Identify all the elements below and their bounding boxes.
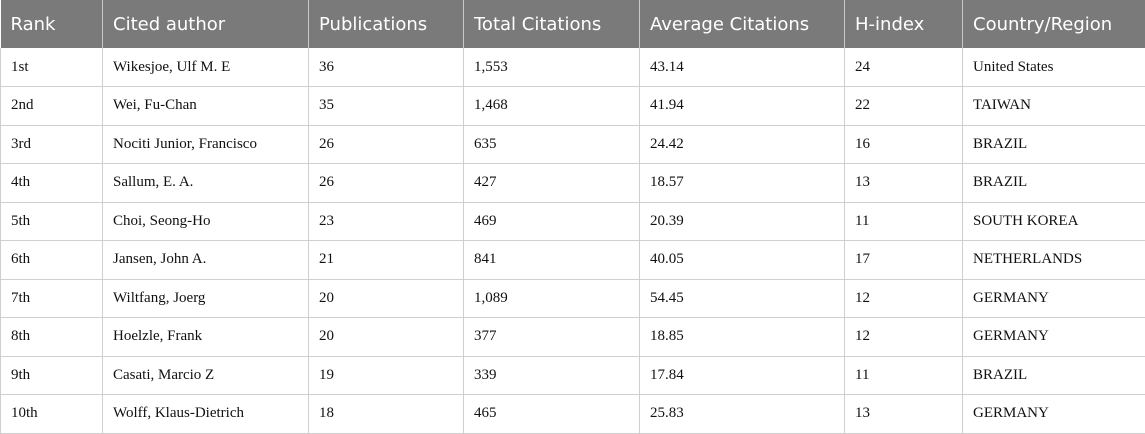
cell-cited-author: Sallum, E. A.	[103, 164, 309, 203]
header-row: Rank Cited author Publications Total Cit…	[1, 0, 1145, 48]
cell-rank: 1st	[1, 48, 103, 87]
cell-average-citations: 24.42	[640, 125, 845, 164]
cell-publications: 19	[309, 356, 464, 395]
cell-h-index: 13	[845, 395, 963, 434]
column-header-country-region: Country/Region	[963, 0, 1145, 48]
column-header-rank: Rank	[1, 0, 103, 48]
cell-total-citations: 1,089	[464, 279, 640, 318]
cell-publications: 26	[309, 125, 464, 164]
cell-country-region: BRAZIL	[963, 356, 1145, 395]
cell-cited-author: Wiltfang, Joerg	[103, 279, 309, 318]
cell-total-citations: 635	[464, 125, 640, 164]
cell-cited-author: Jansen, John A.	[103, 241, 309, 280]
cell-cited-author: Choi, Seong-Ho	[103, 202, 309, 241]
cell-total-citations: 469	[464, 202, 640, 241]
cell-total-citations: 377	[464, 318, 640, 357]
cell-average-citations: 41.94	[640, 87, 845, 126]
cell-h-index: 17	[845, 241, 963, 280]
cell-country-region: TAIWAN	[963, 87, 1145, 126]
cell-h-index: 12	[845, 318, 963, 357]
column-header-h-index: H-index	[845, 0, 963, 48]
column-header-total-citations: Total Citations	[464, 0, 640, 48]
cell-cited-author: Wei, Fu-Chan	[103, 87, 309, 126]
cell-total-citations: 339	[464, 356, 640, 395]
cell-h-index: 12	[845, 279, 963, 318]
cell-publications: 26	[309, 164, 464, 203]
cell-total-citations: 427	[464, 164, 640, 203]
cell-country-region: BRAZIL	[963, 125, 1145, 164]
cell-h-index: 22	[845, 87, 963, 126]
cell-average-citations: 18.57	[640, 164, 845, 203]
cell-average-citations: 40.05	[640, 241, 845, 280]
column-header-cited-author: Cited author	[103, 0, 309, 48]
cell-average-citations: 25.83	[640, 395, 845, 434]
cell-publications: 23	[309, 202, 464, 241]
column-header-average-citations: Average Citations	[640, 0, 845, 48]
cell-h-index: 11	[845, 202, 963, 241]
cell-country-region: GERMANY	[963, 279, 1145, 318]
table-header: Rank Cited author Publications Total Cit…	[1, 0, 1145, 48]
cell-h-index: 24	[845, 48, 963, 87]
cell-publications: 20	[309, 318, 464, 357]
cell-cited-author: Casati, Marcio Z	[103, 356, 309, 395]
cell-rank: 8th	[1, 318, 103, 357]
cell-publications: 20	[309, 279, 464, 318]
cell-total-citations: 1,468	[464, 87, 640, 126]
cell-total-citations: 465	[464, 395, 640, 434]
cell-rank: 3rd	[1, 125, 103, 164]
cell-country-region: GERMANY	[963, 395, 1145, 434]
cell-publications: 21	[309, 241, 464, 280]
cell-average-citations: 43.14	[640, 48, 845, 87]
cell-country-region: SOUTH KOREA	[963, 202, 1145, 241]
cell-average-citations: 17.84	[640, 356, 845, 395]
cell-publications: 18	[309, 395, 464, 434]
cell-rank: 2nd	[1, 87, 103, 126]
cell-rank: 4th	[1, 164, 103, 203]
cell-country-region: GERMANY	[963, 318, 1145, 357]
cell-total-citations: 1,553	[464, 48, 640, 87]
cell-cited-author: Wikesjoe, Ulf M. E	[103, 48, 309, 87]
cell-rank: 10th	[1, 395, 103, 434]
cell-publications: 36	[309, 48, 464, 87]
cell-rank: 5th	[1, 202, 103, 241]
cell-average-citations: 18.85	[640, 318, 845, 357]
cell-h-index: 16	[845, 125, 963, 164]
cell-rank: 9th	[1, 356, 103, 395]
cell-publications: 35	[309, 87, 464, 126]
cell-rank: 6th	[1, 241, 103, 280]
cell-country-region: NETHERLANDS	[963, 241, 1145, 280]
cell-cited-author: Nociti Junior, Francisco	[103, 125, 309, 164]
cell-h-index: 11	[845, 356, 963, 395]
cell-h-index: 13	[845, 164, 963, 203]
cell-country-region: BRAZIL	[963, 164, 1145, 203]
cell-cited-author: Wolff, Klaus-Dietrich	[103, 395, 309, 434]
column-header-publications: Publications	[309, 0, 464, 48]
cell-average-citations: 54.45	[640, 279, 845, 318]
cell-country-region: United States	[963, 48, 1145, 87]
cell-cited-author: Hoelzle, Frank	[103, 318, 309, 357]
cell-average-citations: 20.39	[640, 202, 845, 241]
cell-rank: 7th	[1, 279, 103, 318]
cell-total-citations: 841	[464, 241, 640, 280]
